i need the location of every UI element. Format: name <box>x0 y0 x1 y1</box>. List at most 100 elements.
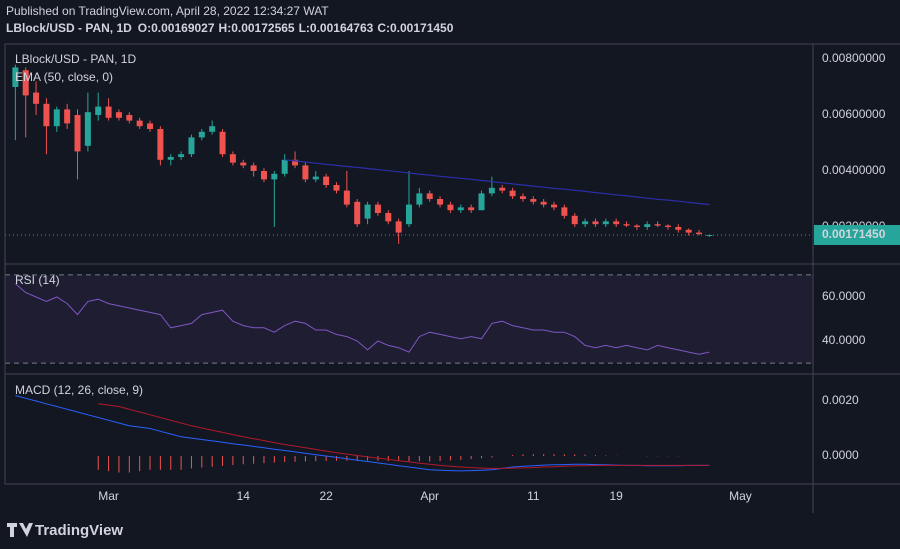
candle-body <box>167 156 174 160</box>
candle-body <box>354 201 361 225</box>
candle-body <box>240 162 247 166</box>
candle-body <box>457 207 464 211</box>
candle-body <box>499 187 506 191</box>
candle-body <box>198 131 205 138</box>
candle-body <box>478 193 485 211</box>
candle-body <box>468 207 475 211</box>
candle-body <box>147 123 154 129</box>
candle-body <box>561 207 568 216</box>
quote-value: L:0.00164763 <box>299 21 374 35</box>
y-tick-label: 60.0000 <box>822 289 866 303</box>
last-price-box <box>814 224 900 245</box>
candle-body <box>157 128 164 160</box>
symbol: LBlock/USD - PAN, 1D <box>6 21 132 35</box>
rsi-line <box>15 283 710 355</box>
legend-entry: EMA (50, close, 0) <box>15 70 113 84</box>
candle-body <box>426 193 433 199</box>
candle-body <box>12 67 19 87</box>
candle-body <box>260 170 267 180</box>
x-tick-label: 19 <box>609 489 623 503</box>
candle-body <box>395 221 402 233</box>
candle-body <box>644 224 651 227</box>
y-tick-label: 0.00600000 <box>822 107 886 121</box>
candle-body <box>302 165 309 180</box>
x-tick-label: Apr <box>420 489 439 503</box>
candle-body <box>602 221 609 225</box>
logo: TradingView <box>7 522 123 539</box>
candle-body <box>22 70 29 96</box>
candle-body <box>437 198 444 205</box>
candle-body <box>178 154 185 157</box>
candle-body <box>571 215 578 225</box>
quote-value: O:0.00169027 <box>138 21 215 35</box>
signal-line <box>98 403 710 469</box>
candle-body <box>551 204 558 208</box>
macd-line <box>15 395 710 472</box>
candle-body <box>509 190 516 197</box>
candle-body <box>488 187 495 194</box>
marks <box>5 64 813 473</box>
candle-body <box>43 103 50 127</box>
candle-body <box>540 201 547 205</box>
candle-body <box>126 114 133 121</box>
y-tick-label: 0.0000 <box>822 448 859 462</box>
y-tick-label: 0.00400000 <box>822 163 886 177</box>
candle-body <box>188 137 195 155</box>
candle-body <box>654 224 661 226</box>
candle-body <box>675 226 682 230</box>
x-tick-label: 22 <box>319 489 333 503</box>
panel-title: MACD (12, 26, close, 9) <box>15 383 143 397</box>
quote-value: C:0.00171450 <box>377 21 453 35</box>
candle-body <box>209 126 216 132</box>
published: Published on TradingView.com, April 28, … <box>6 4 329 18</box>
candle-body <box>105 106 112 118</box>
candle-body <box>343 190 350 205</box>
candle-body <box>271 173 278 180</box>
y-tick-label: 40.0000 <box>822 333 866 347</box>
candle-body <box>53 109 60 127</box>
candle-body <box>323 176 330 185</box>
logo-icon <box>7 523 33 537</box>
candle-body <box>613 221 620 225</box>
candle-body <box>406 204 412 225</box>
candle-body <box>136 120 143 127</box>
x-tick-label: 11 <box>527 489 540 503</box>
labels: Mar1422Apr1119May0.002000000.004000000.0… <box>98 51 900 503</box>
candle-body <box>333 184 340 191</box>
candle-body <box>64 109 71 124</box>
x-tick-label: 14 <box>237 489 251 503</box>
candle-body <box>623 224 630 226</box>
candle-body <box>530 198 537 202</box>
candle-body <box>312 176 319 180</box>
candle-body <box>582 221 589 225</box>
rsi-band <box>5 274 813 364</box>
candle-body <box>696 232 703 234</box>
quote: O:0.00169027 H:0.00172565 L:0.00164763 C:0.… <box>138 21 454 35</box>
candle-body <box>519 196 526 199</box>
candle-body <box>364 204 371 219</box>
candle-body <box>95 106 102 115</box>
y-tick-label: 0.00800000 <box>822 51 886 65</box>
quote-value: H:0.00172565 <box>219 21 295 35</box>
candle-body <box>229 154 236 163</box>
ema-line <box>284 159 710 206</box>
candle-body <box>592 221 599 225</box>
candle-body <box>385 212 392 222</box>
x-tick-label: May <box>729 489 752 503</box>
panel-title: LBlock/USD - PAN, 1D <box>15 52 136 66</box>
candle-body <box>685 229 692 233</box>
candle-body <box>374 204 381 213</box>
candle-body <box>33 92 40 104</box>
last-price-label: 0.00171450 <box>822 227 886 241</box>
candle-body <box>281 159 288 174</box>
candle-body <box>84 112 91 146</box>
candle-body <box>664 225 671 227</box>
candle-body <box>292 159 299 166</box>
candle-body <box>250 165 257 171</box>
candle-body <box>74 114 81 152</box>
logo-text: TradingView <box>35 522 123 539</box>
candle-body <box>219 131 226 155</box>
y-tick-label: 0.0020 <box>822 393 859 407</box>
